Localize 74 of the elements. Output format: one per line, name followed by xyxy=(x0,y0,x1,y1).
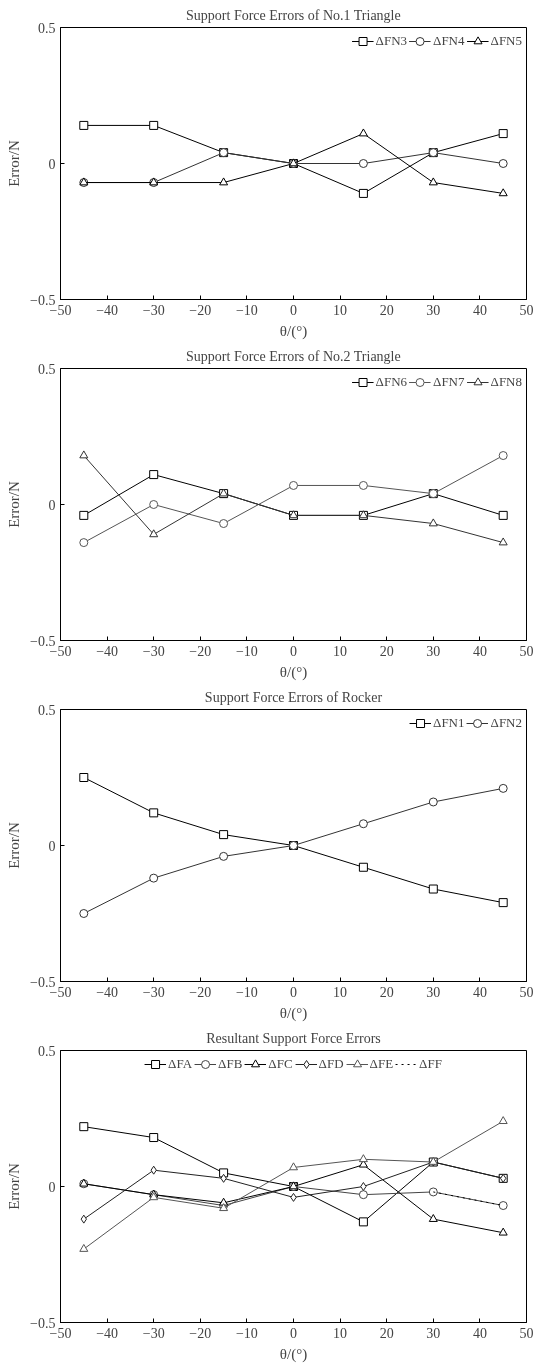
x-tick-label: 40 xyxy=(472,1325,487,1341)
x-tick-label: 0 xyxy=(290,302,297,318)
x-tick-label: −10 xyxy=(235,984,258,1000)
y-tick-label: 0.5 xyxy=(38,702,56,718)
x-tick-label: −40 xyxy=(96,984,119,1000)
x-tick-label: −40 xyxy=(96,1325,119,1341)
y-tick-label: 0.5 xyxy=(38,361,56,377)
x-tick-label: 50 xyxy=(519,302,534,318)
x-tick-label: 20 xyxy=(379,984,394,1000)
x-tick-label: −30 xyxy=(142,984,165,1000)
x-tick-label: 0 xyxy=(290,1325,297,1341)
x-tick-label: 0 xyxy=(290,643,297,659)
legend-label: ΔFE xyxy=(369,1056,394,1072)
chart-title: Resultant Support Force Errors xyxy=(206,1030,381,1046)
legend-label: ΔFN4 xyxy=(433,33,465,49)
x-tick-label: 10 xyxy=(333,302,348,318)
x-tick-label: 50 xyxy=(519,984,534,1000)
x-tick-label: 50 xyxy=(519,643,534,659)
y-tick-label: 0.5 xyxy=(38,20,56,36)
x-tick-label: −20 xyxy=(189,643,212,659)
x-tick-label: 20 xyxy=(379,302,394,318)
chart-title: Support Force Errors of Rocker xyxy=(204,689,383,705)
x-tick-label: 10 xyxy=(333,643,348,659)
chart-title: Support Force Errors of No.2 Triangle xyxy=(186,348,401,364)
x-tick-label: 50 xyxy=(519,1325,534,1341)
x-tick-label: 40 xyxy=(472,984,487,1000)
legend-label: ΔFN5 xyxy=(490,33,522,49)
x-tick-label: −20 xyxy=(189,302,212,318)
x-axis-title: θ/(°) xyxy=(279,1004,308,1022)
legend-label: ΔFD xyxy=(318,1056,344,1072)
x-tick-label: −10 xyxy=(235,643,258,659)
legend-label: ΔFN2 xyxy=(490,715,522,731)
x-tick-label: −40 xyxy=(96,643,119,659)
y-tick-label: 0 xyxy=(48,156,56,172)
x-tick-label: 30 xyxy=(426,984,441,1000)
x-tick-label: −30 xyxy=(142,1325,165,1341)
x-tick-label: 40 xyxy=(472,302,487,318)
x-tick-label: −20 xyxy=(189,984,212,1000)
x-tick-label: −30 xyxy=(142,302,165,318)
x-tick-label: 10 xyxy=(333,984,348,1000)
y-tick-label: 0.5 xyxy=(38,1043,56,1059)
y-axis-title: Error/N xyxy=(6,822,23,869)
x-tick-label: −10 xyxy=(235,302,258,318)
x-tick-label: 30 xyxy=(426,643,441,659)
legend-label: ΔFN7 xyxy=(433,374,465,390)
y-tick-label: 0 xyxy=(48,1179,56,1195)
x-axis-title: θ/(°) xyxy=(279,1345,308,1363)
legend-label: ΔFC xyxy=(268,1056,293,1072)
legend-label: ΔFN3 xyxy=(375,33,408,49)
y-tick-label: 0 xyxy=(48,838,56,854)
x-axis-title: θ/(°) xyxy=(279,322,308,340)
x-tick-label: −30 xyxy=(142,643,165,659)
y-axis-title: Error/N xyxy=(6,140,23,187)
x-axis-title: θ/(°) xyxy=(279,663,308,681)
x-tick-label: 20 xyxy=(379,643,394,659)
legend-label: ΔFN8 xyxy=(490,374,522,390)
legend-label: ΔFB xyxy=(218,1056,243,1072)
x-tick-label: −10 xyxy=(235,1325,258,1341)
x-tick-label: 20 xyxy=(379,1325,394,1341)
x-tick-label: 30 xyxy=(426,1325,441,1341)
x-tick-label: −20 xyxy=(189,1325,212,1341)
legend-label: ΔFA xyxy=(168,1056,193,1072)
x-tick-label: 0 xyxy=(290,984,297,1000)
x-tick-label: 30 xyxy=(426,302,441,318)
y-tick-label: 0 xyxy=(48,497,56,513)
legend-label: ΔFN6 xyxy=(375,374,408,390)
x-tick-label: −40 xyxy=(96,302,119,318)
x-tick-label: 10 xyxy=(333,1325,348,1341)
y-axis-title: Error/N xyxy=(6,1163,23,1210)
x-tick-label: 40 xyxy=(472,643,487,659)
legend-label: ΔFN1 xyxy=(433,715,465,731)
y-axis-title: Error/N xyxy=(6,481,23,528)
chart-title: Support Force Errors of No.1 Triangle xyxy=(186,7,401,23)
legend-label: ΔFF xyxy=(419,1056,442,1072)
